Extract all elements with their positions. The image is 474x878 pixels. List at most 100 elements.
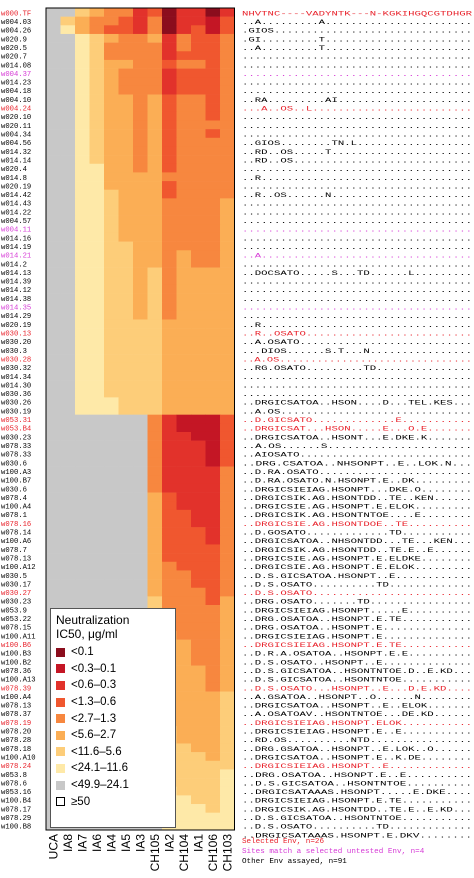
heatmap-cell <box>191 336 206 346</box>
heatmap-cell <box>75 587 90 597</box>
heatmap-cell <box>104 406 119 415</box>
heatmap-cell <box>89 406 105 415</box>
heatmap-cell <box>205 189 221 199</box>
heatmap-cell <box>133 328 148 338</box>
heatmap-cell <box>89 111 105 121</box>
heatmap-cell <box>46 596 61 606</box>
heatmap-cell <box>60 120 76 130</box>
heatmap-cell <box>75 354 90 364</box>
heatmap-cell <box>176 509 192 519</box>
heatmap-cell <box>133 371 148 381</box>
heatmap-cell <box>46 475 61 485</box>
sequence-row: .................................... <box>242 235 472 242</box>
heatmap-cell <box>162 354 177 364</box>
heatmap-cell <box>147 215 163 225</box>
heatmap-cell <box>176 336 192 346</box>
heatmap-cell <box>205 319 221 329</box>
heatmap-cell <box>147 561 163 571</box>
column-label: CH105 <box>148 834 162 872</box>
heatmap-cell <box>220 630 235 640</box>
heatmap-cell <box>205 16 221 26</box>
heatmap-cell <box>133 345 148 355</box>
heatmap-cell <box>104 302 119 312</box>
heatmap-cell <box>147 457 163 467</box>
legend-item: <2.7–1.3 <box>56 710 170 727</box>
row-label: w004.11 <box>1 227 31 235</box>
heatmap-cell <box>104 241 119 251</box>
heatmap-cell <box>191 397 206 407</box>
heatmap-cell <box>104 483 119 493</box>
heatmap-cell <box>104 111 119 121</box>
heatmap-cell <box>191 94 206 104</box>
heatmap-cell <box>118 250 134 260</box>
heatmap-cell <box>118 544 134 554</box>
heatmap-cell <box>147 336 163 346</box>
heatmap-cell <box>220 553 235 563</box>
heatmap-cell <box>191 457 206 467</box>
heatmap-cell <box>46 449 61 459</box>
heatmap-cell <box>205 700 221 710</box>
heatmap-cell <box>60 241 76 251</box>
column-label: CH104 <box>177 834 191 872</box>
heatmap-cell <box>205 535 221 545</box>
heatmap-cell <box>176 639 192 649</box>
heatmap-cell <box>205 449 221 459</box>
heatmap-cell <box>220 414 235 424</box>
heatmap-cell <box>191 812 206 822</box>
heatmap-cell <box>60 587 76 597</box>
heatmap-cell <box>176 241 192 251</box>
heatmap-cell <box>60 276 76 286</box>
heatmap-cell <box>147 449 163 459</box>
heatmap-cell <box>191 371 206 381</box>
heatmap-cell <box>205 388 221 398</box>
heatmap-cell <box>60 302 76 312</box>
heatmap-cell <box>133 406 148 415</box>
heatmap-cell <box>205 276 221 286</box>
heatmap-cell <box>104 466 119 476</box>
heatmap-cell <box>176 674 192 684</box>
heatmap-cell <box>162 406 177 415</box>
heatmap-cell <box>75 250 90 260</box>
row-label: w004.34 <box>1 131 31 139</box>
heatmap-cell <box>133 215 148 225</box>
sequence-row: ..DRGICSIE.AG.HSONTDOE..TE.......... <box>242 521 472 528</box>
heatmap-cell <box>176 665 192 675</box>
sequence-row: ..DRGICSIE.AG.HSONPT.E.ELOK......... <box>242 564 472 571</box>
heatmap-cell <box>46 310 61 320</box>
heatmap-cell <box>60 68 76 78</box>
heatmap-cell <box>162 293 177 303</box>
heatmap-cell <box>191 674 206 684</box>
heatmap-cell <box>89 284 105 294</box>
heatmap-cell <box>89 181 105 190</box>
heatmap-cell <box>176 613 192 623</box>
legend-item: <0.1 <box>56 644 170 661</box>
heatmap-cell <box>147 25 163 35</box>
heatmap-cell <box>118 587 134 597</box>
sequence-row: ..D.S.OSATO..HSONPT..E.............. <box>242 659 472 666</box>
heatmap-cell <box>205 380 221 390</box>
heatmap-cell <box>46 42 61 52</box>
heatmap-cell <box>60 16 76 26</box>
row-label: w004.18 <box>1 88 31 96</box>
heatmap-cell <box>220 561 235 571</box>
heatmap-cell <box>133 163 148 173</box>
heatmap-cell <box>162 8 177 17</box>
heatmap-cell <box>220 457 235 467</box>
heatmap-cell <box>191 267 206 277</box>
heatmap-cell <box>133 250 148 260</box>
heatmap-cell <box>220 613 235 623</box>
heatmap-cell <box>60 440 76 450</box>
row-label: w030.3 <box>1 348 27 356</box>
heatmap-cell <box>89 440 105 450</box>
row-label: w053.9 <box>1 607 27 615</box>
heatmap-cell <box>133 362 148 372</box>
heatmap-cell <box>205 111 221 121</box>
heatmap-cell <box>205 198 221 208</box>
row-label: w078.19 <box>1 720 31 728</box>
heatmap-cell <box>75 371 90 381</box>
heatmap-cell <box>162 189 177 199</box>
row-label: w030.26 <box>1 400 31 408</box>
heatmap-cell <box>104 319 119 329</box>
sequence-row: ..D.GOSATO.............TD........... <box>242 530 472 537</box>
heatmap-cell <box>104 587 119 597</box>
